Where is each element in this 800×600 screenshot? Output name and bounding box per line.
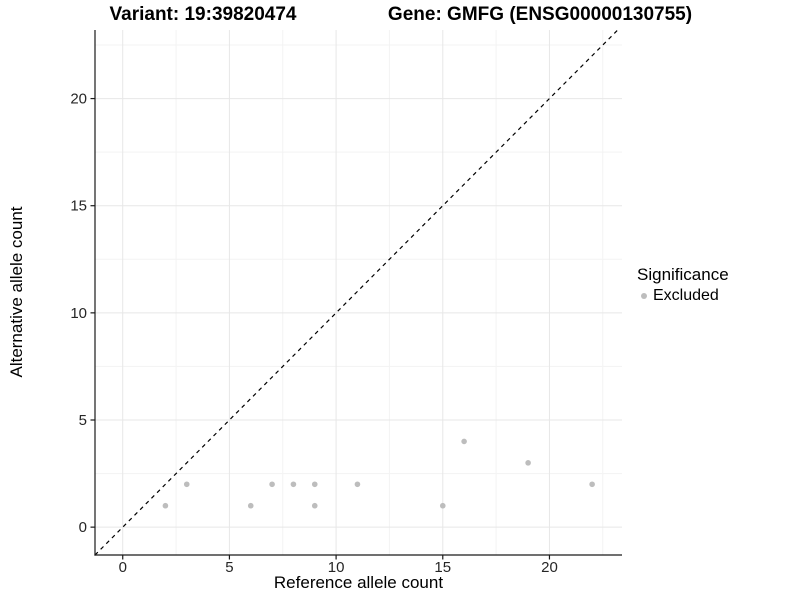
x-tick-label: 5: [225, 559, 233, 576]
x-tick-label: 10: [328, 559, 345, 576]
legend-item-label: Excluded: [653, 287, 719, 304]
x-tick-label: 15: [434, 559, 451, 576]
y-axis-title: Alternative allele count: [7, 206, 26, 378]
y-tick-label: 0: [79, 519, 87, 536]
data-point: [311, 481, 318, 488]
y-tick-label: 5: [79, 412, 87, 429]
data-point: [589, 481, 595, 488]
data-point: [290, 481, 297, 488]
data-point: [183, 481, 190, 488]
data-point: [269, 481, 275, 488]
data-point: [354, 481, 361, 488]
x-tick-label: 0: [119, 559, 127, 576]
variant-title: Variant: 19:39820474: [109, 4, 297, 25]
data-point: [461, 438, 467, 445]
y-tick-label: 15: [70, 198, 87, 215]
data-point: [162, 502, 169, 509]
gene-title: Gene: GMFG (ENSG00000130755): [387, 4, 693, 25]
legend: Significance Excluded: [637, 265, 797, 305]
data-point: [439, 502, 446, 509]
x-tick-label: 20: [541, 559, 558, 576]
legend-point-icon: [641, 293, 647, 299]
data-point: [247, 502, 254, 509]
data-point: [525, 460, 531, 466]
identity-reference-line: [94, 29, 619, 556]
y-tick-label: 20: [70, 91, 87, 108]
data-point: [311, 502, 318, 509]
y-tick-label: 10: [70, 305, 87, 322]
legend-items: Excluded: [637, 287, 797, 305]
legend-title: Significance: [637, 265, 729, 284]
x-axis-title: Reference allele count: [273, 573, 444, 592]
legend-item: Excluded: [637, 287, 797, 305]
